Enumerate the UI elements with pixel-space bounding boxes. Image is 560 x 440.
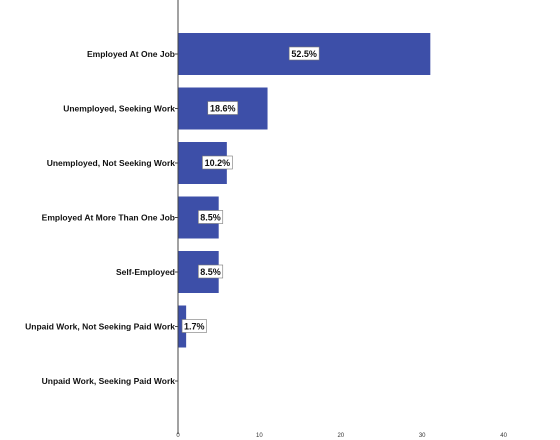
data-label: 1.7% [184, 322, 205, 332]
category-label: Unpaid Work, Seeking Paid Work [42, 376, 176, 386]
data-label: 18.6% [210, 104, 236, 114]
data-label: 8.5% [200, 267, 221, 277]
data-label: 8.5% [200, 213, 221, 223]
category-label: Employed At One Job [87, 49, 175, 59]
data-label-box [288, 46, 320, 61]
data-label-box [202, 155, 233, 170]
data-label-box [198, 264, 224, 279]
category-label: Employed At More Than One Job [42, 213, 175, 223]
x-tick-label: 40 [500, 433, 507, 439]
data-label-box [198, 210, 224, 224]
data-label: 52.5% [291, 49, 317, 59]
category-label: Unemployed, Seeking Work [63, 104, 175, 114]
x-tick-label: 20 [337, 433, 344, 439]
category-label: Unemployed, Not Seeking Work [47, 158, 176, 168]
data-label-box [207, 101, 239, 115]
x-tick-label: 30 [419, 433, 426, 439]
data-label-box [181, 319, 207, 333]
category-label: Unpaid Work, Not Seeking Paid Work [25, 322, 175, 332]
x-tick-label: 10 [256, 433, 263, 439]
x-tick-label: 0 [176, 433, 180, 439]
category-label: Self-Employed [116, 267, 175, 277]
data-label: 10.2% [205, 158, 231, 168]
